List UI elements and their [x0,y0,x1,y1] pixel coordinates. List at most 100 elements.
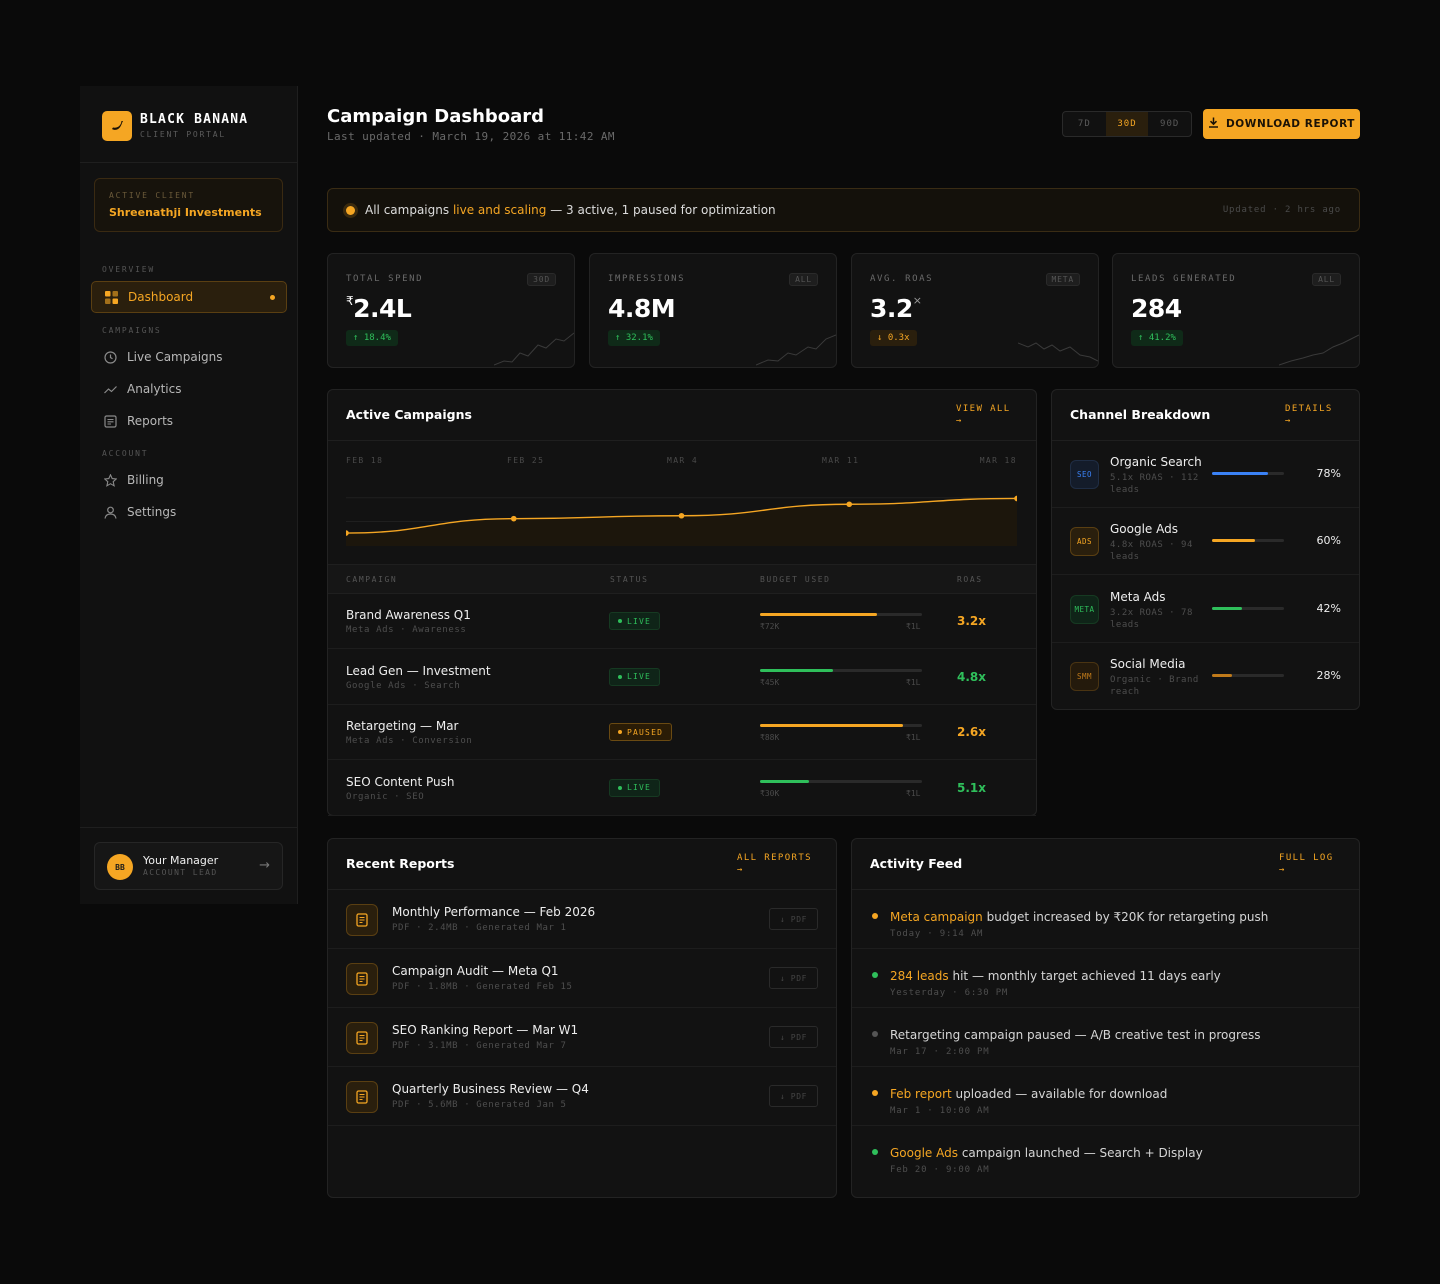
data-point[interactable] [1014,495,1017,502]
status-dot-icon [618,674,622,679]
list-item: Feb report uploaded — available for down… [852,1067,1359,1126]
list-item[interactable]: META Meta Ads 3.2x ROAS · 78 leads 42% [1052,576,1359,643]
table-row[interactable]: Lead Gen — Investment Google Ads · Search… [328,650,1036,705]
sidebar-item-label: Live Campaigns [127,350,223,364]
ads-channel-icon: ADS [1070,527,1099,557]
budget-cap-value: ₹1L [906,788,921,798]
budget-progress-bar [760,779,922,783]
list-item[interactable]: Campaign Audit — Meta Q1 PDF · 1.8MB · Ge… [328,949,836,1008]
details-link[interactable]: DETAILS → [1285,403,1333,427]
grid-icon [104,290,118,304]
smm-channel-icon: SMM [1070,661,1099,691]
sidebar-item-settings[interactable]: Settings [91,496,287,528]
chart-x-axis: FEB 18 FEB 25 MAR 4 MAR 11 MAR 18 [346,456,1017,466]
divider [328,440,1036,441]
range-7d-button[interactable]: 7D [1077,119,1091,129]
divider [80,162,298,163]
kpi-label: IMPRESSIONS [608,274,686,284]
document-icon [103,414,117,428]
channel-subtitle: 4.8x ROAS · 94 leads [1110,540,1193,563]
link-label: VIEW ALL [956,404,1011,414]
status-dot-icon [618,730,622,734]
activity-highlight: 284 leads [890,969,949,983]
activity-timestamp: Feb 20 · 9:00 AM [890,1165,990,1175]
campaign-line-chart [346,495,1017,546]
sidebar-item-analytics[interactable]: Analytics [91,373,287,405]
download-pdf-button[interactable]: ↓ PDF [769,908,818,930]
status-label: LIVE [627,783,652,792]
arrow-right-icon: → [1279,865,1286,875]
range-90d-button[interactable]: 90D [1160,119,1180,129]
sidebar-item-live-campaigns[interactable]: Live Campaigns [91,341,287,373]
sparkline [1279,334,1359,366]
data-point[interactable] [346,530,349,536]
account-manager-card[interactable]: BB Your Manager ACCOUNT LEAD → [94,842,283,890]
list-item[interactable]: SEO Ranking Report — Mar W1 PDF · 3.1MB ·… [328,1008,836,1067]
active-client-selector[interactable]: ACTIVE CLIENT Shreenathji Investments [94,178,283,232]
download-pdf-button[interactable]: ↓ PDF [769,1085,818,1107]
table-row[interactable]: Brand Awareness Q1 Meta Ads · Awareness LI… [328,594,1036,649]
download-pdf-button[interactable]: ↓ PDF [769,967,818,989]
report-file-icon [346,963,378,995]
arrow-right-icon: → [956,416,963,426]
data-point[interactable] [678,512,685,519]
report-name: Monthly Performance — Feb 2026 [392,905,596,919]
link-label: ALL REPORTS [737,853,813,863]
status-badge: LIVE [609,612,661,630]
kpi-card-leads: LEADS GENERATED ALL 284 ↑ 41.2% [1112,253,1360,368]
list-item[interactable]: Quarterly Business Review — Q4 PDF · 5.6M… [328,1067,836,1126]
list-item[interactable]: SMM Social Media Organic · Brand reach 28% [1052,643,1359,710]
activity-timestamp: Yesterday · 6:30 PM [890,988,1009,998]
data-point[interactable] [510,515,517,522]
budget-progress-bar [760,668,922,672]
sidebar-item-dashboard[interactable]: Dashboard [91,281,287,313]
sidebar-item-reports[interactable]: Reports [91,405,287,437]
kpi-delta: ↓ 0.3x [870,330,917,346]
kpi-number: 3.2 [870,294,913,323]
active-indicator-dot [270,295,275,300]
list-item[interactable]: Monthly Performance — Feb 2026 PDF · 2.4M… [328,890,836,949]
range-30d-button[interactable]: 30D [1105,112,1149,136]
kpi-card-avg-roas: AVG. ROAS META 3.2× ↓ 0.3x [851,253,1099,368]
full-log-link[interactable]: FULL LOG → [1279,852,1334,876]
download-pdf-button[interactable]: ↓ PDF [769,1026,818,1048]
arrow-right-icon: → [1285,416,1292,426]
kpi-value: 284 [1131,294,1182,323]
manager-name: Your Manager [143,854,219,867]
kpi-delta: ↑ 41.2% [1131,330,1183,346]
status-dot-icon [872,1149,878,1155]
kpi-number: 2.4L [353,294,412,323]
kpi-tag: ALL [1312,273,1341,286]
view-all-link[interactable]: VIEW ALL → [956,403,1011,427]
budget-progress-fill [760,724,903,727]
sidebar-item-billing[interactable]: Billing [91,464,287,496]
channel-percentage: 78% [1316,467,1341,480]
status-dot-icon [618,619,622,623]
meta-channel-icon: META [1070,594,1099,624]
table-row[interactable]: Retargeting — Mar Meta Ads · Conversion PA… [328,705,1036,760]
status-badge: LIVE [609,778,661,797]
brand-subtitle: CLIENT PORTAL [140,130,227,139]
list-item[interactable]: SEO Organic Search 5.1x ROAS · 112 leads 78… [1052,441,1359,508]
data-point[interactable] [846,501,853,508]
activity-text: Google Ads campaign launched — Search + … [890,1146,1203,1160]
table-row[interactable]: SEO Content Push Organic · SEO LIVE ₹30K ₹1L… [328,761,1036,816]
list-item[interactable]: ADS Google Ads 4.8x ROAS · 94 leads 60% [1052,508,1359,576]
activity-description: hit — monthly target achieved 11 days ea… [948,969,1221,983]
channel-progress-bar [1212,539,1284,543]
campaign-name: Retargeting — Mar [346,719,459,733]
status-badge: LIVE [609,667,661,686]
status-dot-icon [872,972,878,978]
all-reports-link[interactable]: ALL REPORTS → [737,852,812,876]
download-report-button[interactable]: DOWNLOAD REPORT [1203,109,1360,139]
channel-subtitle: 5.1x ROAS · 112 leads [1110,473,1199,495]
budget-progress-bar [760,724,922,727]
column-header: CAMPAIGN [346,575,398,584]
user-icon [103,505,117,519]
seo-channel-icon: SEO [1070,460,1099,489]
banner-text: All campaigns live and scaling — 3 activ… [365,203,776,217]
roas-value: 4.8x [957,669,986,684]
sidebar-item-label: Analytics [127,382,182,396]
budget-progress-fill [760,613,877,616]
kpi-label: AVG. ROAS [870,274,934,284]
